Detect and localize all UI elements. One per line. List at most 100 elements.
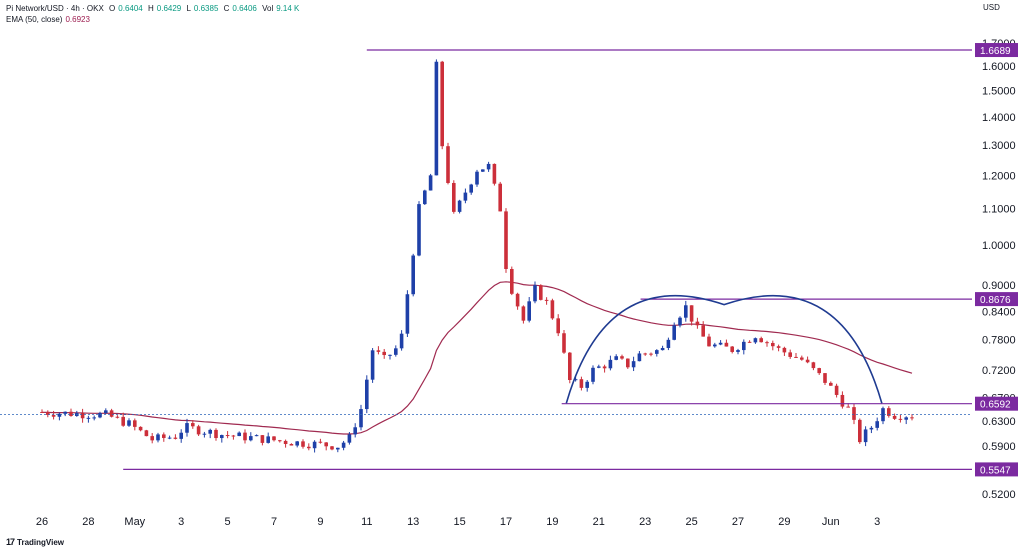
candle-body bbox=[370, 350, 375, 380]
candle-body bbox=[892, 415, 897, 419]
candle-body bbox=[678, 317, 682, 326]
candle-body bbox=[330, 446, 334, 450]
candle-body bbox=[660, 347, 665, 351]
y-tick-label: 1.6000 bbox=[982, 61, 1016, 73]
candle-body bbox=[260, 435, 265, 443]
x-tick-label: 29 bbox=[778, 516, 790, 528]
candle-body bbox=[649, 353, 653, 355]
candle-body bbox=[278, 440, 282, 442]
candle-body bbox=[794, 356, 798, 358]
candle-body bbox=[312, 441, 317, 449]
y-tick-label: 1.4000 bbox=[982, 112, 1016, 124]
candle-body bbox=[63, 411, 67, 414]
rounding-top-arc bbox=[565, 295, 883, 404]
candle-body bbox=[834, 385, 839, 395]
candle-body bbox=[376, 350, 381, 352]
candle-body bbox=[347, 434, 352, 443]
candle-body bbox=[80, 413, 85, 419]
price-badge-label: 0.8676 bbox=[980, 295, 1011, 306]
y-tick-label: 1.5000 bbox=[982, 86, 1016, 98]
x-tick-label: 23 bbox=[639, 516, 651, 528]
candle-body bbox=[811, 362, 816, 369]
candle-body bbox=[823, 373, 827, 383]
levels-layer bbox=[123, 49, 972, 471]
price-badge bbox=[975, 462, 1018, 477]
candle-body bbox=[695, 321, 700, 326]
low-value: 0.6385 bbox=[193, 4, 219, 13]
x-tick-label: 27 bbox=[732, 516, 744, 528]
y-tick-label: 0.5900 bbox=[982, 441, 1016, 453]
candle-body bbox=[40, 411, 44, 413]
price-badges: 1.6689 0.8676 0.6592 0.5547 bbox=[975, 43, 1018, 477]
candle-body bbox=[173, 437, 178, 439]
candle-body bbox=[515, 293, 520, 307]
candle-body bbox=[753, 338, 758, 343]
price-badge-label: 0.6592 bbox=[980, 400, 1011, 411]
candle-body bbox=[469, 184, 473, 193]
candle-body bbox=[840, 394, 845, 407]
tradingview-footer[interactable]: 17 TradingView bbox=[6, 537, 64, 547]
candle-body bbox=[185, 423, 189, 433]
candle-body bbox=[150, 436, 154, 441]
candle-body bbox=[133, 420, 137, 427]
currency-label[interactable]: USD bbox=[983, 3, 1000, 12]
candle-body bbox=[167, 437, 172, 439]
candle-body bbox=[776, 346, 781, 348]
candle-body bbox=[249, 436, 253, 441]
x-tick-label: 21 bbox=[593, 516, 605, 528]
candle-body bbox=[620, 356, 624, 359]
x-tick-label: 19 bbox=[546, 516, 558, 528]
candle-body bbox=[585, 381, 589, 388]
candle-body bbox=[86, 417, 91, 419]
candle-body bbox=[689, 305, 694, 322]
x-tick-label: 7 bbox=[271, 516, 277, 528]
x-tick-label: 3 bbox=[874, 516, 880, 528]
candle-body bbox=[626, 358, 630, 368]
candle-body bbox=[423, 190, 427, 205]
candle-body bbox=[701, 325, 705, 337]
x-tick-label: 5 bbox=[225, 516, 231, 528]
candle-body bbox=[846, 406, 850, 408]
candle-body bbox=[353, 427, 357, 435]
candle-body bbox=[214, 429, 218, 439]
candle-body bbox=[562, 333, 566, 353]
x-tick-label: 25 bbox=[685, 516, 697, 528]
symbol-label: Pi Network/USD · 4h · OKX bbox=[6, 4, 104, 13]
candle-body bbox=[869, 427, 874, 430]
candle-body bbox=[51, 414, 56, 417]
y-tick-label: 1.2000 bbox=[982, 171, 1016, 183]
candle-body bbox=[46, 412, 50, 415]
close-value: 0.6406 bbox=[232, 4, 257, 13]
candle-body bbox=[411, 255, 415, 295]
candle-body bbox=[109, 410, 114, 417]
candle-body bbox=[597, 366, 601, 368]
candle-body bbox=[98, 413, 102, 418]
candle-body bbox=[631, 361, 636, 368]
candle-body bbox=[805, 359, 810, 363]
candle-body bbox=[898, 418, 903, 420]
y-tick-label: 0.7800 bbox=[982, 335, 1016, 347]
candle-body bbox=[498, 183, 502, 212]
candle-body bbox=[486, 163, 491, 170]
candle-body bbox=[591, 367, 595, 382]
candle-body bbox=[817, 368, 821, 374]
y-tick-label: 0.9000 bbox=[982, 280, 1016, 292]
candle-body bbox=[579, 379, 584, 388]
candle-body bbox=[556, 318, 560, 334]
candle-body bbox=[666, 339, 671, 348]
candle-body bbox=[736, 350, 740, 352]
candle-body bbox=[394, 348, 398, 355]
y-axis: 1.70001.60001.50001.40001.30001.20001.10… bbox=[982, 38, 1016, 501]
candle-body bbox=[208, 429, 212, 434]
brand-name: TradingView bbox=[17, 537, 64, 547]
candle-body bbox=[359, 409, 363, 428]
x-axis: 26 28 May 3 5 7 9 11 13 15 17 19 21 23 25 27 29 Jun 3 bbox=[36, 516, 880, 528]
candle-body bbox=[718, 342, 723, 345]
y-tick-label: 0.5200 bbox=[982, 489, 1016, 501]
y-tick-label: 1.3000 bbox=[982, 140, 1016, 152]
candle-body bbox=[428, 175, 433, 191]
candle-body bbox=[672, 325, 676, 340]
high-value: 0.6429 bbox=[156, 4, 182, 13]
high-label: H bbox=[147, 4, 154, 13]
